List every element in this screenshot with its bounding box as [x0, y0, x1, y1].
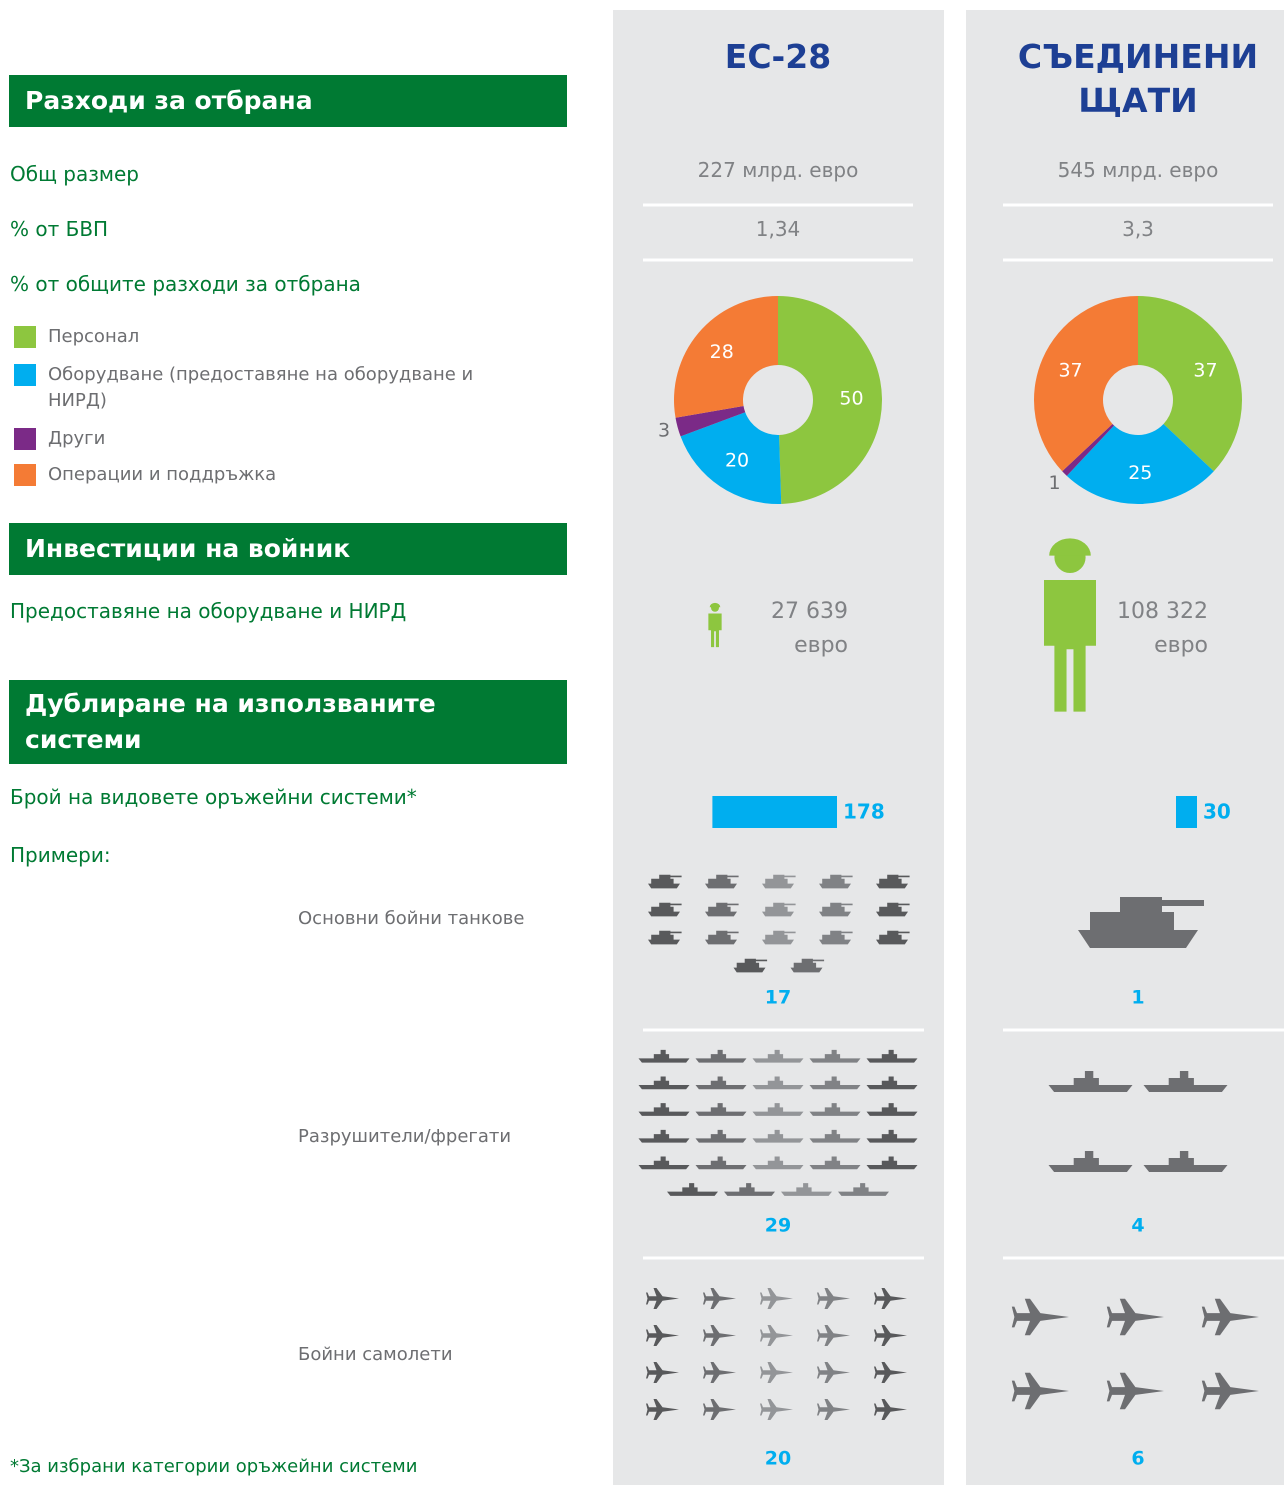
total-value: 545 млрд. евро	[988, 158, 1284, 182]
row-label: Предоставяне на оборудване и НИРД	[10, 599, 406, 623]
systems-bar	[1176, 796, 1197, 828]
count-label: 20	[765, 1448, 791, 1470]
example-label: Бойни самолети	[298, 1344, 453, 1365]
section-header: Инвестиции на войник	[9, 523, 567, 575]
per-soldier-unit: евро	[794, 633, 848, 658]
row-label: Общ размер	[10, 162, 139, 186]
footnote: *За избрани категории оръжейни системи	[10, 1456, 417, 1477]
legend-label: Други	[48, 426, 105, 452]
section-header: Разходи за отбрана	[9, 75, 567, 127]
donut-label: 50	[839, 387, 863, 409]
legend-swatch	[14, 464, 36, 486]
legend-swatch	[14, 428, 36, 450]
section-header: Дублиране на използваните системи	[9, 680, 567, 764]
count-label: 6	[1131, 1448, 1144, 1470]
row-label: Примери:	[10, 843, 111, 867]
legend-item: Други	[14, 426, 534, 452]
infographic: 50 20 3 28 27 639 евро 178 17 29 20 37 25 1 37 108 322…	[0, 0, 1284, 1485]
legend-label: Персонал	[48, 324, 139, 350]
gdp-value: 3,3	[988, 217, 1284, 241]
column-title: ЕС-28	[643, 35, 913, 79]
example-label: Разрушители/фрегати	[298, 1126, 511, 1147]
row-label: % от БВП	[10, 217, 108, 241]
per-soldier-value: 27 639	[771, 599, 848, 624]
example-label: Основни бойни танкове	[298, 908, 525, 929]
legend-item: Операции и поддръжка	[14, 462, 534, 488]
donut-label: 20	[725, 450, 749, 472]
donut-label: 28	[710, 341, 734, 363]
systems-value: 178	[843, 800, 885, 824]
count-label: 1	[1131, 987, 1144, 1009]
count-label: 4	[1131, 1215, 1144, 1237]
legend-label: Операции и поддръжка	[48, 462, 276, 488]
total-value: 227 млрд. евро	[628, 158, 928, 182]
legend-swatch	[14, 326, 36, 348]
per-soldier-unit: евро	[1154, 633, 1208, 658]
row-label: % от общите разходи за отбрана	[10, 272, 361, 296]
systems-bar	[712, 796, 837, 828]
count-label: 29	[765, 1215, 791, 1237]
systems-value: 30	[1203, 800, 1231, 824]
legend-swatch	[14, 364, 36, 386]
donut-label: 37	[1058, 359, 1082, 381]
donut-label: 3	[658, 419, 670, 441]
donut-label: 37	[1193, 359, 1217, 381]
legend-label: Оборудване (предоставяне на оборудване и…	[48, 362, 534, 414]
row-label: Брой на видовете оръжейни системи*	[10, 785, 417, 809]
gdp-value: 1,34	[628, 217, 928, 241]
donut-label: 25	[1128, 462, 1152, 484]
column-title: СЪЕДИНЕНИ ЩАТИ	[1003, 35, 1273, 123]
donut-label: 1	[1049, 472, 1061, 494]
count-label: 17	[765, 987, 791, 1009]
legend-item: Персонал	[14, 324, 534, 350]
per-soldier-value: 108 322	[1117, 599, 1208, 624]
legend-item: Оборудване (предоставяне на оборудване и…	[14, 362, 534, 414]
